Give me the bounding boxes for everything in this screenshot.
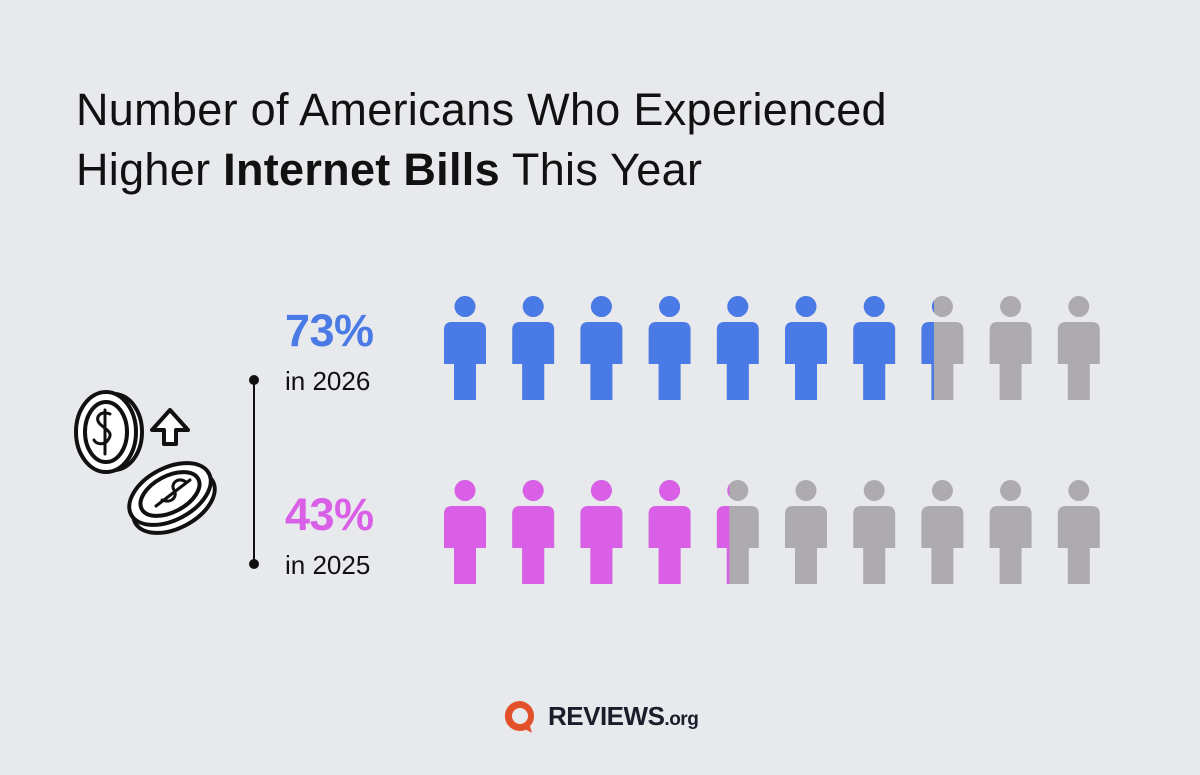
person-icon-2026-4 [648, 296, 691, 400]
logo-q-icon [504, 700, 535, 733]
person-icon-inactive [785, 480, 827, 584]
person-icon-filled [716, 484, 730, 584]
person-icon-2025-8 [921, 480, 964, 584]
person-icon-filled [785, 296, 827, 400]
person-icon-filled [716, 296, 759, 400]
person-icon-2025-2 [512, 480, 555, 584]
title-line-2-prefix: Higher [76, 144, 224, 195]
person-icon-2026-8 [921, 296, 964, 400]
person-icon-2025-1 [444, 480, 486, 584]
chart-title: Number of Americans Who Experienced High… [76, 80, 887, 200]
timeline-dot-2025 [249, 559, 259, 569]
person-icon-filled [648, 296, 691, 400]
person-icon-2025-7 [853, 480, 896, 584]
value-label-2025: 43% [285, 489, 374, 540]
person-icon-2026-9 [989, 296, 1032, 400]
person-icon-filled [512, 296, 555, 400]
timeline-dot-2026 [249, 375, 259, 385]
person-icon-2025-4 [648, 480, 691, 584]
rising-coins-icon [74, 390, 217, 535]
person-icon-filled [444, 296, 486, 400]
timeline-line [253, 380, 255, 564]
person-icon-2026-5 [716, 296, 759, 400]
title-line-2-suffix: This Year [499, 144, 703, 195]
reviews-org-logo: REVIEWS.org [500, 698, 699, 734]
person-icon-inactive [853, 480, 896, 584]
person-icon-2025-10 [1057, 480, 1100, 584]
year-label-2026: in 2026 [285, 366, 371, 396]
person-icon-2026-10 [1057, 296, 1100, 400]
person-icon-2026-1 [444, 296, 486, 400]
title-line-1: Number of Americans Who Experienced [76, 84, 887, 135]
person-icon-filled [512, 480, 555, 584]
value-label-2026: 73% [285, 305, 374, 356]
person-icon-2025-9 [989, 480, 1032, 584]
year-label-2025: in 2025 [285, 550, 371, 580]
person-icon-2026-7 [853, 296, 896, 400]
person-icon-2025-5 [716, 480, 759, 584]
logo-suffix: .org [664, 708, 699, 730]
person-icon-filled [580, 296, 623, 400]
person-icon-inactive [1057, 480, 1100, 584]
logo-brand: REVIEWS [548, 700, 665, 731]
person-icon-2026-6 [785, 296, 827, 400]
person-icon-filled [444, 480, 486, 584]
person-icon-filled [580, 480, 623, 584]
person-icon-2026-2 [512, 296, 555, 400]
title-emphasis: Internet Bills [223, 144, 500, 195]
person-icon-inactive [989, 296, 1032, 400]
person-icon-filled [853, 296, 896, 400]
person-icon-filled [921, 300, 935, 400]
person-icon-filled [648, 480, 691, 584]
person-icon-2025-3 [580, 480, 623, 584]
person-icon-inactive [921, 480, 964, 584]
person-icon-inactive [989, 480, 1032, 584]
person-icon-2026-3 [580, 296, 623, 400]
person-icon-2025-6 [785, 480, 827, 584]
person-icon-inactive [1057, 296, 1100, 400]
